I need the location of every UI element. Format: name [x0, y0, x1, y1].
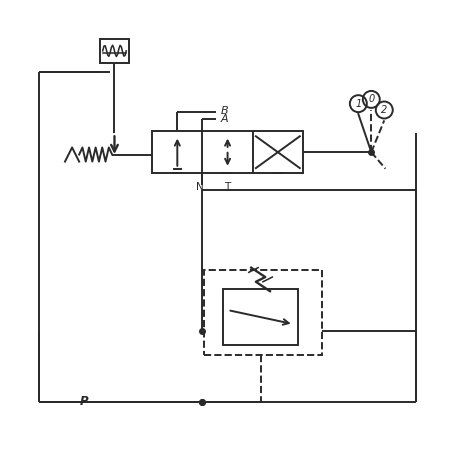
Text: A: A — [220, 114, 228, 124]
Bar — [223, 289, 298, 346]
Text: B: B — [220, 106, 228, 116]
FancyBboxPatch shape — [100, 39, 128, 63]
Text: 2: 2 — [381, 105, 387, 115]
Text: 0: 0 — [368, 94, 374, 104]
Bar — [204, 270, 322, 355]
Text: T: T — [225, 182, 231, 192]
Text: N: N — [196, 182, 204, 192]
Bar — [152, 131, 303, 173]
Text: P: P — [80, 395, 89, 409]
Text: 1: 1 — [355, 99, 362, 109]
